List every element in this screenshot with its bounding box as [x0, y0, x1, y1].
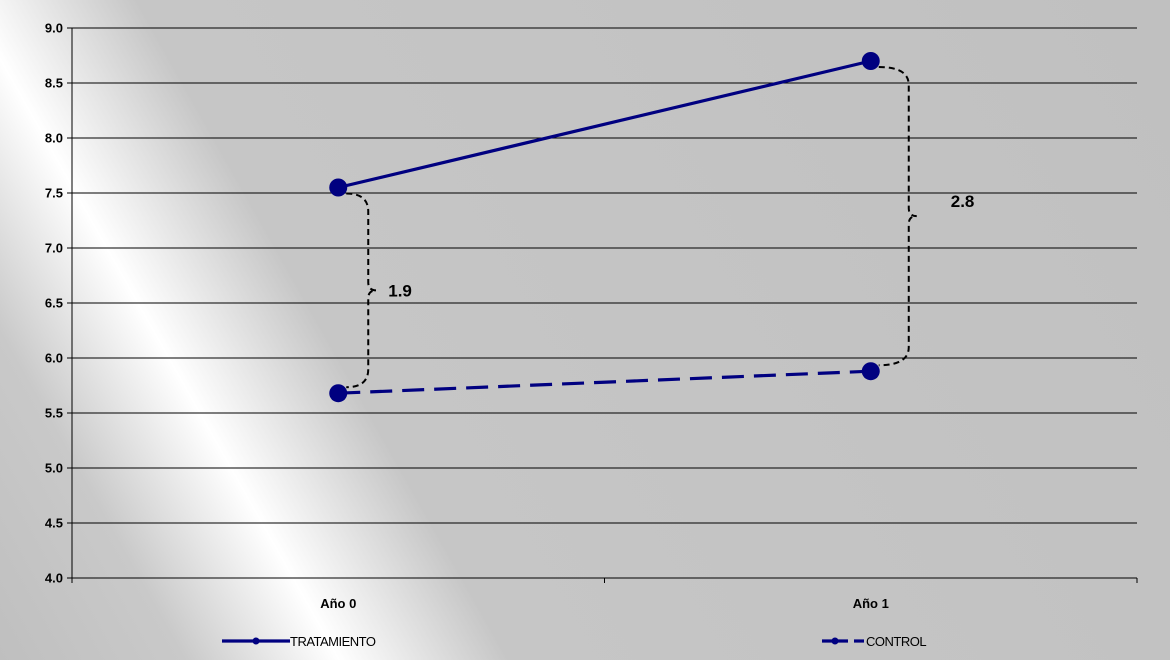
y-tick-label: 5.0 — [45, 461, 63, 476]
difference-brackets — [346, 66, 917, 389]
y-tick-label: 4.5 — [45, 516, 63, 531]
legend-item-control: CONTROL — [822, 634, 927, 649]
y-tick-label: 4.0 — [45, 571, 63, 586]
y-tick-label: 6.0 — [45, 351, 63, 366]
data-point-control — [861, 362, 880, 381]
series-line-tratamiento — [337, 59, 872, 190]
y-tick-label: 7.5 — [45, 186, 63, 201]
legend-swatch-marker — [252, 637, 260, 645]
difference-bracket — [346, 192, 377, 389]
legend-label: TRATAMIENTO — [290, 634, 376, 649]
y-tick-label: 8.0 — [45, 131, 63, 146]
difference-label: 2.8 — [951, 192, 975, 211]
data-point-control — [329, 384, 348, 403]
x-tick-label: Año 1 — [853, 596, 889, 611]
y-tick-label: 9.0 — [45, 21, 63, 36]
y-tick-label: 6.5 — [45, 296, 63, 311]
y-tick-labels: 4.0 4.5 5.0 5.5 6.0 6.5 7.0 7.5 8.0 8.5 9.0 — [45, 21, 63, 586]
data-point-tratamiento — [861, 52, 880, 70]
legend: TRATAMIENTO CONTROL — [222, 634, 927, 649]
legend-swatch-marker — [831, 637, 839, 645]
series-line-control — [338, 369, 871, 395]
y-tick-label: 5.5 — [45, 406, 63, 421]
y-tick-label: 8.5 — [45, 76, 63, 91]
series — [329, 52, 880, 403]
axes — [67, 27, 1138, 583]
x-tick-label: Año 0 — [320, 596, 356, 611]
annotations: 1.9 2.8 — [388, 192, 974, 300]
x-tick-labels: Año 0 Año 1 — [320, 596, 889, 611]
legend-item-tratamiento: TRATAMIENTO — [222, 634, 376, 649]
difference-label: 1.9 — [388, 281, 412, 300]
data-point-tratamiento — [329, 178, 348, 197]
gridlines — [72, 27, 1137, 579]
difference-bracket — [878, 66, 917, 367]
legend-label: CONTROL — [866, 634, 926, 649]
y-tick-label: 7.0 — [45, 241, 63, 256]
